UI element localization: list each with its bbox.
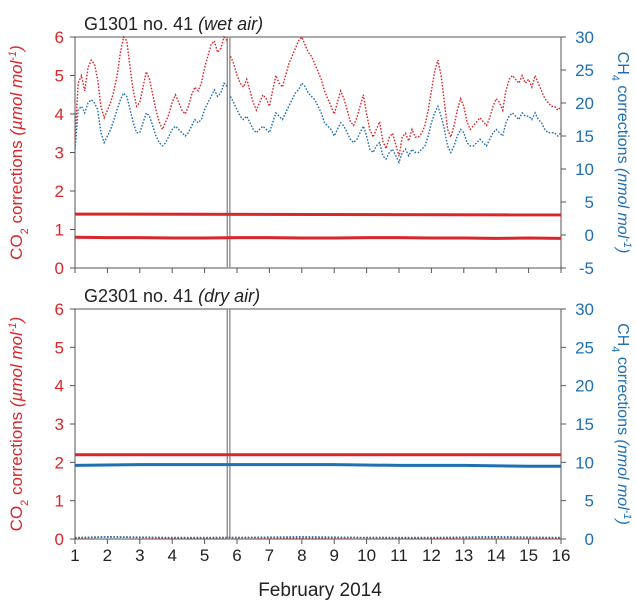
y-right-tick-label: 5 bbox=[585, 492, 594, 511]
x-tick-label: 11 bbox=[390, 546, 408, 565]
y-left-tick-label: 3 bbox=[55, 144, 64, 163]
y-right-tick-label: 20 bbox=[575, 94, 594, 113]
x-tick-label: 12 bbox=[422, 546, 441, 565]
y-left-tick-label: 1 bbox=[55, 221, 64, 240]
y-right-tick-label: 10 bbox=[575, 160, 594, 179]
x-tick-label: 2 bbox=[103, 546, 112, 565]
series-line-4 bbox=[74, 535, 562, 539]
x-tick-label: 8 bbox=[297, 546, 306, 565]
y-left-tick-label: 6 bbox=[55, 28, 64, 47]
series-line-2 bbox=[74, 81, 562, 165]
data-gap-band bbox=[226, 36, 231, 269]
y-axis-right-label: CH4 corrections (nmol mol-1) bbox=[609, 52, 633, 254]
y-left-tick-label: 0 bbox=[55, 259, 64, 278]
y-right-tick-label: 10 bbox=[575, 453, 594, 472]
x-tick-label: 7 bbox=[265, 546, 274, 565]
y-left-tick-label: 2 bbox=[55, 453, 64, 472]
x-tick-label: 15 bbox=[519, 546, 538, 565]
y-right-tick-label: -5 bbox=[579, 259, 594, 278]
y-left-tick-label: 2 bbox=[55, 182, 64, 201]
x-tick-label: 14 bbox=[487, 546, 506, 565]
x-tick-label: 10 bbox=[357, 546, 376, 565]
data-gap-band bbox=[226, 308, 231, 540]
y-axis-left-label: CO2 corrections (µmol mol-1) bbox=[7, 317, 31, 532]
y-axis-right-label: CH4 corrections (nmol mol-1) bbox=[609, 323, 633, 525]
x-tick-label: 1 bbox=[70, 546, 79, 565]
x-tick-label: 3 bbox=[135, 546, 144, 565]
y-left-tick-label: 4 bbox=[55, 105, 64, 124]
y-right-tick-label: 30 bbox=[575, 28, 594, 47]
x-tick-label: 13 bbox=[454, 546, 473, 565]
x-tick-label: 9 bbox=[329, 546, 338, 565]
x-tick-label: 16 bbox=[552, 546, 571, 565]
plot-frame bbox=[74, 308, 562, 540]
x-tick-label: 4 bbox=[167, 546, 176, 565]
series-line-1 bbox=[74, 35, 562, 157]
y-right-tick-label: 0 bbox=[585, 226, 594, 245]
y-left-tick-label: 6 bbox=[55, 300, 64, 319]
y-right-tick-label: 20 bbox=[575, 377, 594, 396]
chart-panel-1: 0 1 2 3 4 5 6 -5 0 5 10 15 20 25 30 G1301 no. 41 (wet a… bbox=[7, 14, 633, 278]
x-tick-label: 6 bbox=[232, 546, 241, 565]
series-line-3 bbox=[74, 212, 562, 217]
y-right-tick-label: 5 bbox=[585, 193, 594, 212]
panel-title: G2301 no. 41 (dry air) bbox=[84, 286, 260, 306]
series-line-4 bbox=[74, 235, 562, 240]
plot-frame bbox=[74, 36, 562, 269]
y-left-tick-label: 5 bbox=[55, 67, 64, 86]
y-left-tick-label: 3 bbox=[55, 415, 64, 434]
x-axis-label: February 2014 bbox=[258, 580, 382, 601]
y-right-tick-label: 25 bbox=[575, 338, 594, 357]
y-right-tick-label: 30 bbox=[575, 300, 594, 319]
y-right-tick-label: 15 bbox=[575, 415, 594, 434]
y-left-tick-label: 1 bbox=[55, 492, 64, 511]
x-tick-label: 5 bbox=[200, 546, 209, 565]
y-right-tick-label: 15 bbox=[575, 127, 594, 146]
panel-title: G1301 no. 41 (wet air) bbox=[84, 14, 263, 34]
y-right-tick-label: 0 bbox=[585, 530, 594, 549]
y-right-tick-label: 25 bbox=[575, 61, 594, 80]
y-axis-left-label: CO2 corrections (µmol mol-1) bbox=[7, 45, 31, 260]
y-left-tick-label: 0 bbox=[55, 530, 64, 549]
y-left-tick-label: 4 bbox=[55, 377, 64, 396]
chart-panel-2: 1 2 3 4 5 6 7 8 9 10 11 12 13 14 15 1601234560510152025… bbox=[7, 286, 633, 565]
y-left-tick-label: 5 bbox=[55, 338, 64, 357]
series-line-2 bbox=[74, 463, 561, 468]
